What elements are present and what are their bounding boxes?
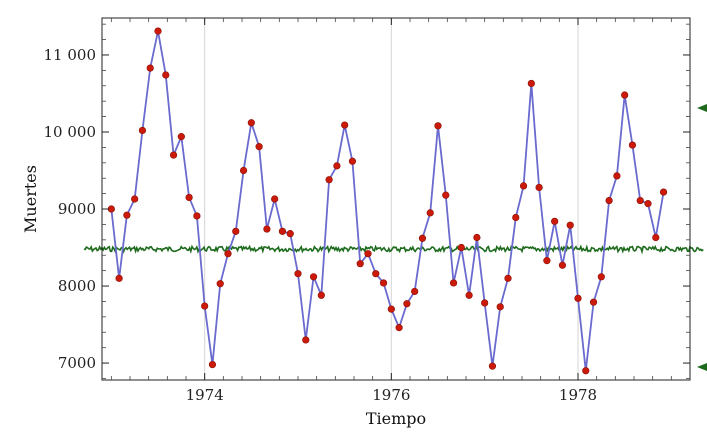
data-point-60 xyxy=(574,294,582,302)
data-point-53 xyxy=(519,182,528,190)
data-point-30 xyxy=(341,121,349,129)
data-point-4 xyxy=(138,126,147,135)
data-point-57 xyxy=(551,217,559,225)
data-point-45 xyxy=(457,243,465,252)
x-tick-label-2: 1978 xyxy=(559,386,597,404)
x-axis-title: Tiempo xyxy=(366,409,426,428)
upper-arrow-tip-icon xyxy=(697,104,707,112)
data-point-71 xyxy=(659,188,668,196)
data-point-11 xyxy=(193,212,201,220)
data-point-17 xyxy=(239,166,248,175)
data-point-1 xyxy=(115,274,123,282)
axis-ticks xyxy=(102,18,690,380)
plot-frame xyxy=(101,17,691,381)
series-points xyxy=(107,27,668,375)
data-point-67 xyxy=(628,141,637,149)
data-point-37 xyxy=(395,324,403,332)
data-point-19 xyxy=(255,143,263,151)
data-point-33 xyxy=(364,250,372,258)
data-point-61 xyxy=(582,367,590,375)
x-tick-label-1: 1976 xyxy=(372,386,410,404)
y-tick-label-0: 7000 xyxy=(58,354,96,372)
data-point-70 xyxy=(652,233,660,242)
reference-band xyxy=(83,244,704,255)
lower-arrow-tip-icon xyxy=(697,363,707,371)
x-tick-label-0: 1974 xyxy=(186,386,224,404)
data-point-66 xyxy=(621,91,629,99)
data-point-13 xyxy=(208,360,217,369)
data-point-39 xyxy=(411,287,419,296)
data-point-7 xyxy=(162,71,170,79)
data-point-65 xyxy=(613,172,621,180)
data-point-29 xyxy=(333,162,341,170)
data-point-56 xyxy=(543,257,551,265)
data-point-34 xyxy=(372,270,380,278)
data-point-21 xyxy=(271,195,279,203)
data-point-64 xyxy=(605,196,613,205)
data-point-32 xyxy=(356,260,364,268)
data-point-31 xyxy=(348,157,357,165)
data-point-22 xyxy=(278,227,287,235)
data-point-18 xyxy=(247,119,255,127)
data-point-20 xyxy=(263,225,271,233)
data-point-43 xyxy=(442,191,450,199)
series-polyline xyxy=(110,30,665,372)
data-point-42 xyxy=(434,122,442,130)
data-point-6 xyxy=(154,27,162,35)
data-point-28 xyxy=(325,176,333,184)
y-tick-label-3: 10 000 xyxy=(44,123,97,141)
data-point-51 xyxy=(504,274,512,282)
data-point-38 xyxy=(403,300,411,308)
y-tick-label-4: 11 000 xyxy=(44,46,97,64)
grid-lines xyxy=(204,18,579,380)
data-point-52 xyxy=(512,213,520,222)
data-point-36 xyxy=(387,305,395,313)
tick-labels: 1974 1976 1978 7000 8000 9000 10 000 11 000 xyxy=(44,46,598,404)
data-point-54 xyxy=(527,79,535,88)
data-point-46 xyxy=(465,291,473,299)
data-point-50 xyxy=(496,303,504,311)
data-point-49 xyxy=(488,362,497,370)
data-point-47 xyxy=(473,233,481,242)
data-point-0 xyxy=(107,205,115,213)
data-point-41 xyxy=(426,209,434,217)
data-point-35 xyxy=(379,279,388,287)
series-line xyxy=(110,30,665,372)
data-point-48 xyxy=(481,299,489,307)
y-tick-label-2: 9000 xyxy=(58,200,96,218)
data-point-2 xyxy=(123,211,131,219)
data-point-40 xyxy=(418,234,427,242)
data-point-14 xyxy=(216,280,224,288)
data-point-15 xyxy=(224,250,232,258)
data-point-8 xyxy=(169,151,178,159)
data-point-63 xyxy=(597,273,605,281)
data-point-25 xyxy=(302,336,310,344)
data-point-44 xyxy=(449,279,458,287)
data-point-24 xyxy=(294,270,302,278)
data-point-59 xyxy=(566,221,574,229)
reference-band-line xyxy=(83,244,704,255)
data-point-69 xyxy=(644,200,652,208)
data-point-10 xyxy=(185,193,193,202)
data-point-3 xyxy=(131,195,139,203)
data-point-58 xyxy=(558,261,567,269)
y-axis-title: Muertes xyxy=(21,165,40,233)
data-point-12 xyxy=(201,302,209,310)
data-point-16 xyxy=(232,227,240,235)
decorative-arrow-marks xyxy=(697,104,707,371)
data-point-27 xyxy=(317,291,325,299)
data-point-26 xyxy=(309,273,318,281)
data-point-9 xyxy=(177,133,185,141)
data-point-62 xyxy=(589,298,598,306)
data-point-55 xyxy=(535,183,543,192)
y-tick-label-1: 8000 xyxy=(58,277,96,295)
data-point-5 xyxy=(146,64,154,72)
data-point-23 xyxy=(286,230,294,238)
data-point-68 xyxy=(636,196,644,205)
